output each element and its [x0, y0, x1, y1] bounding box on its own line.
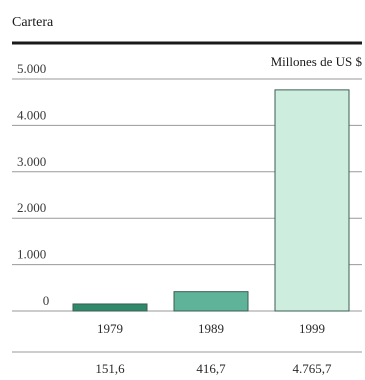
- unit-label: Millones de US $: [271, 54, 363, 69]
- bars: [72, 89, 350, 312]
- category-label: 1979: [97, 321, 123, 336]
- gridlines: [12, 78, 362, 312]
- y-tick-labels: 0 1.000 2.000 3.000 4.000 5.000: [17, 61, 49, 308]
- y-tick-label: 5.000: [17, 61, 46, 76]
- chart-title: Cartera: [12, 15, 54, 30]
- y-tick-label: 2.000: [17, 200, 46, 215]
- bar: [72, 303, 148, 312]
- y-tick-label: 1.000: [17, 247, 46, 262]
- value-label: 4.765,7: [293, 361, 333, 376]
- value-label: 151,6: [95, 361, 125, 376]
- value-label: 416,7: [196, 361, 226, 376]
- y-tick-label: 0: [43, 293, 50, 308]
- y-tick-label: 4.000: [17, 107, 46, 122]
- bar: [173, 291, 249, 312]
- value-labels: 151,6 416,7 4.765,7: [95, 361, 332, 376]
- category-label: 1999: [299, 321, 325, 336]
- category-label: 1989: [198, 321, 224, 336]
- category-labels: 1979 1989 1999: [97, 321, 325, 336]
- bar: [274, 89, 350, 312]
- y-tick-label: 3.000: [17, 154, 46, 169]
